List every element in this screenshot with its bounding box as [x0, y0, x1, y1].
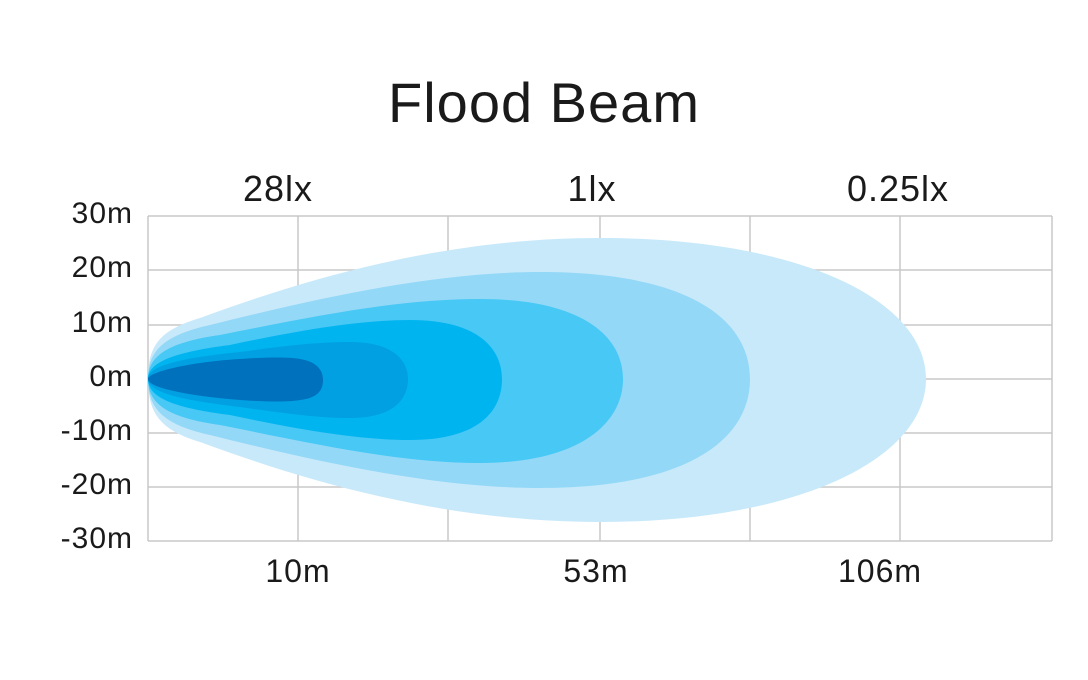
chart-title: Flood Beam: [388, 71, 700, 134]
y-tick-10: 10m: [71, 306, 133, 339]
beam-contour-1: [148, 357, 323, 402]
y-tick-0: 0m: [89, 360, 133, 393]
y-tick-neg10: -10m: [60, 414, 133, 447]
y-tick-20: 20m: [71, 251, 133, 284]
x-tick-53m: 53m: [563, 553, 629, 589]
lux-label-1: 1lx: [567, 168, 617, 209]
y-tick-neg30: -30m: [60, 522, 133, 555]
lux-label-025: 0.25lx: [846, 168, 950, 209]
y-tick-30: 30m: [71, 197, 133, 230]
lux-label-28: 28lx: [242, 168, 314, 209]
x-tick-106m: 106m: [837, 553, 923, 589]
x-tick-10m: 10m: [265, 553, 331, 589]
y-tick-neg20: -20m: [60, 468, 133, 501]
